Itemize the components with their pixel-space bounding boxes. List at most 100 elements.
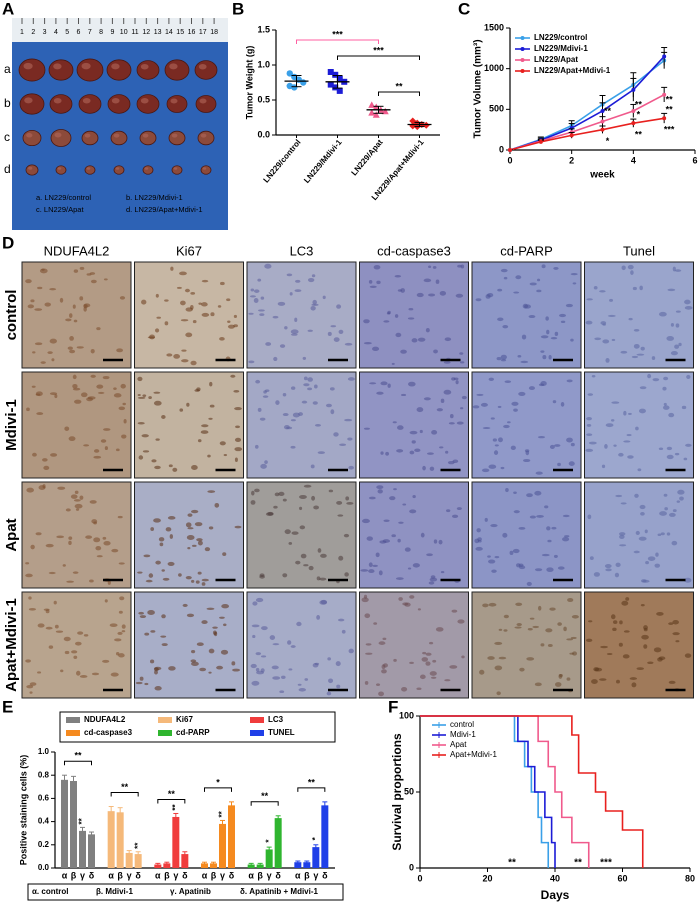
- cell-nucleus: [609, 298, 614, 302]
- cell-nucleus: [444, 679, 451, 682]
- tumor: [166, 95, 188, 113]
- cell-nucleus: [288, 541, 293, 545]
- cell-nucleus: [615, 494, 623, 498]
- cell-nucleus: [535, 471, 543, 475]
- tumor: [55, 165, 67, 175]
- cell-nucleus: [515, 602, 523, 606]
- cell-nucleus: [494, 641, 503, 645]
- cell-nucleus: [185, 522, 192, 528]
- cell-nucleus: [518, 527, 526, 530]
- cell-nucleus: [600, 645, 608, 649]
- ruler-number: 6: [77, 29, 81, 36]
- cell-nucleus: [290, 419, 296, 422]
- cell-nucleus: [626, 433, 632, 437]
- cell-nucleus: [312, 401, 318, 405]
- cell-nucleus: [663, 402, 667, 406]
- cell-nucleus: [363, 427, 370, 430]
- cell-nucleus: [425, 661, 431, 666]
- cell-nucleus: [429, 577, 438, 582]
- cell-nucleus: [284, 326, 288, 330]
- cell-nucleus: [37, 671, 42, 674]
- cell-nucleus: [274, 492, 280, 497]
- cell-nucleus: [475, 298, 482, 302]
- cell-nucleus: [503, 614, 509, 619]
- cell-nucleus: [446, 509, 451, 513]
- data-point: [381, 107, 389, 115]
- cell-nucleus: [76, 670, 81, 676]
- tumor: [19, 93, 45, 115]
- cell-nucleus: [570, 442, 575, 447]
- cell-nucleus: [250, 288, 255, 292]
- cell-nucleus: [610, 614, 616, 620]
- cell-nucleus: [428, 581, 435, 585]
- cell-nucleus: [423, 397, 431, 401]
- tumor-highlight: [140, 97, 149, 104]
- cell-nucleus: [426, 553, 433, 557]
- cell-nucleus: [639, 504, 646, 510]
- cell-nucleus: [118, 653, 125, 658]
- cell-nucleus: [512, 548, 520, 554]
- significance-label: **: [261, 791, 269, 801]
- cell-nucleus: [260, 296, 265, 300]
- cell-nucleus: [480, 402, 488, 407]
- cell-nucleus: [557, 462, 561, 467]
- cell-nucleus: [187, 546, 191, 550]
- tumor: [195, 95, 217, 113]
- cell-nucleus: [121, 624, 126, 629]
- cell-nucleus: [662, 405, 670, 410]
- cell-nucleus: [72, 304, 76, 309]
- cell-nucleus: [322, 295, 326, 300]
- legend-swatch: [158, 717, 172, 723]
- cell-nucleus: [647, 661, 654, 665]
- cell-nucleus: [494, 665, 503, 671]
- cell-nucleus: [387, 383, 391, 388]
- cell-nucleus: [347, 377, 355, 381]
- cell-nucleus: [378, 691, 385, 697]
- cell-nucleus: [513, 408, 518, 412]
- cell-nucleus: [668, 680, 676, 684]
- cell-nucleus: [185, 575, 192, 580]
- column-header: Tunel: [623, 243, 655, 258]
- cell-nucleus: [386, 312, 391, 315]
- y-axis-label: Tumor Weight (g): [244, 46, 254, 120]
- cell-nucleus: [521, 334, 527, 340]
- cell-nucleus: [180, 300, 186, 306]
- legend-label: TUNEL: [268, 728, 295, 737]
- cell-nucleus: [222, 552, 227, 556]
- cell-nucleus: [257, 407, 262, 412]
- cell-nucleus: [670, 322, 674, 327]
- cell-nucleus: [118, 406, 126, 411]
- cell-nucleus: [254, 444, 259, 449]
- cell-nucleus: [614, 572, 620, 578]
- cell-nucleus: [419, 674, 426, 680]
- cell-nucleus: [383, 663, 388, 668]
- survival-curve: [420, 715, 590, 868]
- tumor-highlight: [173, 167, 178, 170]
- cell-nucleus: [647, 556, 656, 561]
- bar: [163, 863, 171, 868]
- x-tick-label: γ: [173, 870, 178, 880]
- cell-nucleus: [319, 577, 327, 581]
- cell-nucleus: [361, 518, 370, 524]
- cell-nucleus: [537, 436, 546, 439]
- cell-nucleus: [316, 615, 321, 620]
- y-axis-label: Survival proportions: [390, 733, 404, 851]
- ruler-number: 5: [65, 29, 69, 36]
- cell-nucleus: [290, 329, 299, 335]
- cell-nucleus: [89, 579, 94, 583]
- cell-nucleus: [666, 454, 674, 460]
- cell-nucleus: [456, 421, 464, 425]
- cell-nucleus: [34, 308, 43, 311]
- cell-nucleus: [395, 577, 404, 580]
- cell-nucleus: [546, 329, 550, 335]
- cell-nucleus: [219, 616, 225, 619]
- cell-nucleus: [272, 643, 280, 646]
- cell-nucleus: [619, 620, 623, 625]
- tumor-highlight: [53, 63, 62, 70]
- ruler-number: 16: [188, 29, 196, 36]
- bar: [107, 811, 115, 868]
- cell-nucleus: [553, 554, 558, 558]
- cell-nucleus: [593, 572, 600, 577]
- significance-bracket: [64, 760, 92, 766]
